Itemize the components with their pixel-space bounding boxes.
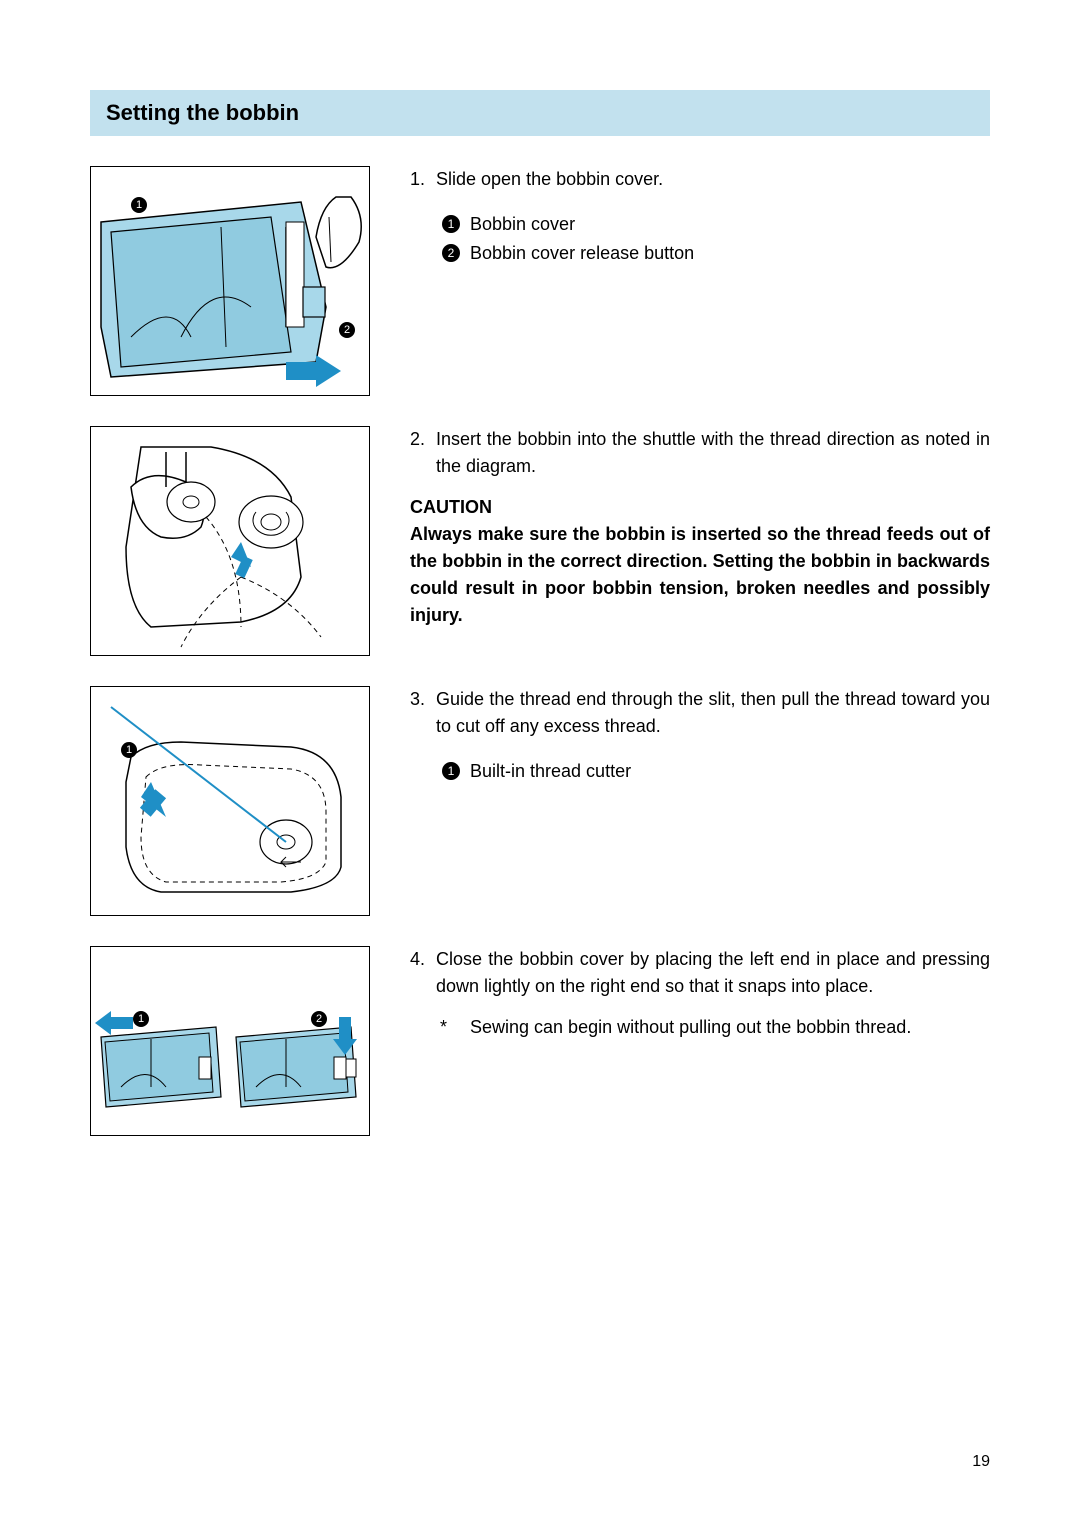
figure-4: 1 2 [90, 946, 370, 1136]
step-row-2: 2. Insert the bobbin into the shuttle wi… [90, 426, 990, 656]
figure-col-3: 1 [90, 686, 390, 916]
step1-number: 1. [410, 166, 436, 193]
step4-text: Close the bobbin cover by placing the le… [436, 946, 990, 1000]
figure-1: 1 2 [90, 166, 370, 396]
step3-line: 3. Guide the thread end through the slit… [410, 686, 990, 740]
sublist-label: Bobbin cover [470, 211, 575, 238]
asterisk-mark: * [440, 1014, 470, 1041]
step4-number: 4. [410, 946, 436, 1000]
step3-text: Guide the thread end through the slit, t… [436, 686, 990, 740]
section-header: Setting the bobbin [90, 90, 990, 136]
step4-asterisk: * Sewing can begin without pulling out t… [440, 1014, 990, 1041]
caution-title: CAUTION [410, 494, 990, 521]
figure4-callout-1: 1 [133, 1011, 149, 1027]
figure1-callout-2: 2 [339, 322, 355, 338]
step3-sublist-1: 1 Built-in thread cutter [442, 758, 990, 785]
step1-sublist: 1 Bobbin cover 2 Bobbin cover release bu… [442, 211, 990, 267]
circle-num-1: 1 [442, 762, 460, 780]
text-col-4: 4. Close the bobbin cover by placing the… [410, 946, 990, 1041]
text-col-3: 3. Guide the thread end through the slit… [410, 686, 990, 787]
figure-col-1: 1 2 [90, 166, 390, 396]
circle-num-1: 1 [442, 215, 460, 233]
figure1-callout-1: 1 [131, 197, 147, 213]
text-col-1: 1. Slide open the bobbin cover. 1 Bobbin… [410, 166, 990, 269]
asterisk-text: Sewing can begin without pulling out the… [470, 1014, 911, 1041]
step1-line: 1. Slide open the bobbin cover. [410, 166, 990, 193]
diagram-3-svg [91, 687, 369, 915]
page: Setting the bobbin [0, 0, 1080, 1526]
sublist-label: Built-in thread cutter [470, 758, 631, 785]
circle-num-2: 2 [442, 244, 460, 262]
step3-number: 3. [410, 686, 436, 740]
diagram-4-svg [91, 947, 369, 1135]
figure-col-4: 1 2 [90, 946, 390, 1136]
sublist-label: Bobbin cover release button [470, 240, 694, 267]
diagram-2-svg [91, 427, 369, 655]
section-title: Setting the bobbin [106, 100, 299, 125]
step2-line: 2. Insert the bobbin into the shuttle wi… [410, 426, 990, 480]
step1-sublist-1: 1 Bobbin cover [442, 211, 990, 238]
step1-text: Slide open the bobbin cover. [436, 166, 990, 193]
figure-col-2 [90, 426, 390, 656]
step4-line: 4. Close the bobbin cover by placing the… [410, 946, 990, 1000]
figure-2 [90, 426, 370, 656]
step3-sublist: 1 Built-in thread cutter [442, 758, 990, 785]
text-col-2: 2. Insert the bobbin into the shuttle wi… [410, 426, 990, 629]
caution-body: Always make sure the bobbin is inserted … [410, 521, 990, 629]
step-row-3: 1 3. Guide the thread end through the sl… [90, 686, 990, 916]
page-number: 19 [972, 1453, 990, 1471]
step2-number: 2. [410, 426, 436, 480]
figure3-callout-1: 1 [121, 742, 137, 758]
step1-sublist-2: 2 Bobbin cover release button [442, 240, 990, 267]
step-row-4: 1 2 4. Close the bobbin cover by placing… [90, 946, 990, 1136]
step2-text: Insert the bobbin into the shuttle with … [436, 426, 990, 480]
step-row-1: 1 2 1. Slide open the bobbin cover. 1 Bo… [90, 166, 990, 396]
figure4-callout-2: 2 [311, 1011, 327, 1027]
figure-3: 1 [90, 686, 370, 916]
